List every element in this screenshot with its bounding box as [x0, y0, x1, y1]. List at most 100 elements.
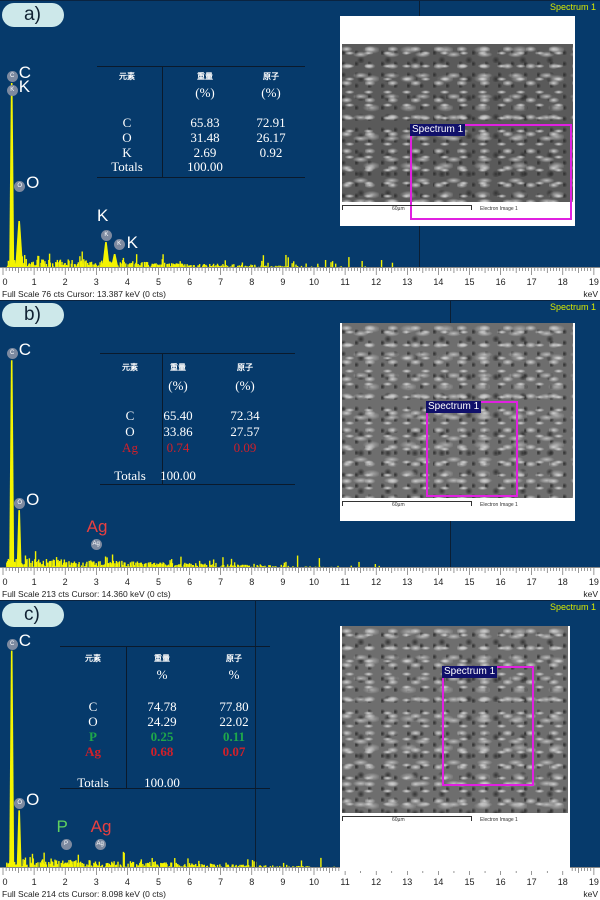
axis-ticks — [2, 568, 595, 575]
spectrum-noise-bar — [111, 861, 113, 869]
spectrum-noise-bar — [23, 859, 26, 869]
table-cell-element: C — [122, 115, 132, 130]
peak-label-o: O — [26, 173, 40, 192]
spectrum-noise-bar — [6, 562, 8, 569]
spectrum-noise-bar — [58, 562, 60, 569]
spectrum-noise-bar — [51, 263, 54, 269]
spectrum-noise-bar — [78, 562, 80, 569]
spectrum-noise-bar — [94, 263, 97, 269]
x-tick-label: 12 — [371, 877, 382, 887]
totals-value: 100.00 — [187, 159, 223, 174]
x-tick-label: 19 — [588, 877, 599, 887]
spectrum-noise-bar — [111, 554, 114, 569]
spectrum-noise-bar — [180, 263, 182, 269]
spectrum-noise-bar — [175, 263, 178, 269]
totals-label: Totals — [111, 159, 143, 174]
peak-label-c: C — [18, 630, 31, 650]
spectrum-noise-bar — [247, 859, 249, 869]
spectrum-noise-bar — [296, 555, 299, 569]
spectrum-noise-bar — [204, 563, 206, 569]
spectrum-noise-bar — [131, 263, 133, 269]
table-cell-atomic: 0.07 — [222, 744, 246, 759]
spectrum-noise-bar — [212, 263, 215, 269]
spectrum-noise-bar — [156, 864, 159, 869]
x-tick-label: 11 — [340, 577, 350, 587]
spectrum-noise-bar — [49, 560, 52, 569]
spectrum-noise-bar — [77, 854, 80, 869]
spectrum-noise-bar — [170, 559, 173, 569]
spectrum-peak-k — [101, 242, 110, 269]
spectrum-noise-bar — [132, 261, 134, 269]
spectrum-noise-bar — [48, 862, 50, 869]
table-cell-atomic: 22.02 — [219, 714, 249, 729]
spectrum-noise-bar — [72, 861, 74, 869]
spectrum-noise-bar — [129, 264, 132, 269]
spectrum-noise-bar — [108, 863, 111, 869]
spectrum-noise-bar — [195, 863, 197, 869]
spectrum-noise-bar — [31, 263, 34, 269]
spectrum-noise-bar — [99, 561, 101, 569]
spectrum-noise-bar — [142, 863, 144, 869]
spectrum-noise-bar — [68, 260, 70, 269]
x-axis-unit: keV — [583, 589, 598, 599]
spectrum-noise-bar — [51, 560, 53, 569]
table-cell-weight: 74.78 — [147, 699, 177, 714]
energy-axis: 0 1 2 3 4 5 6 7 8 9 10 11 12 13 14 15 16 17 18 19 Full Scale… — [0, 867, 600, 900]
panel-label: b) — [2, 303, 64, 327]
electron-image: Spectrum 1 60µm Electron Image 1 — [340, 16, 575, 226]
spectrum-noise-bar — [162, 562, 164, 569]
spectrum-noise-bar — [84, 261, 87, 269]
spectrum-region-box[interactable]: Spectrum 1 — [426, 401, 518, 497]
spectrum-noise-bar — [177, 864, 179, 869]
spectrum-noise-bar — [293, 261, 295, 269]
table-header: 重量 — [170, 363, 186, 372]
spectrum-region-box[interactable]: Spectrum 1 — [442, 666, 534, 786]
spectrum-noise-bar — [104, 564, 106, 569]
spectrum-noise-bar — [155, 263, 157, 269]
spectrum-noise-bar — [51, 861, 53, 869]
spectrum-noise-bar — [149, 564, 151, 569]
spectrum-noise-bar — [99, 262, 101, 269]
spectrum-noise-bar — [183, 564, 185, 569]
spectrum-noise-bar — [348, 257, 350, 269]
spectrum-noise-bar — [162, 863, 164, 869]
spectrum-noise-bar — [79, 861, 82, 869]
spectrum-noise-bar — [79, 261, 82, 269]
peak-label-k: K — [18, 77, 31, 96]
spectrum-noise-bar — [186, 563, 188, 569]
spectrum-noise-bar — [163, 262, 166, 269]
x-tick-label: 13 — [402, 877, 413, 887]
table-header: 重量 — [197, 72, 213, 81]
peak-label-o: O — [26, 790, 40, 810]
spectrum-noise-bar — [176, 864, 178, 869]
table-cell-atomic: 27.57 — [230, 424, 260, 439]
peak-label-k: K — [96, 206, 109, 225]
spectrum-noise-bar — [70, 562, 73, 569]
spectrum-noise-bar — [331, 261, 334, 269]
spectrum-noise-bar — [156, 264, 159, 269]
spectrum-noise-bar — [160, 562, 162, 569]
spectrum-noise-bar — [155, 864, 157, 869]
spectrum-noise-bar — [109, 261, 111, 269]
cursor-line[interactable] — [254, 601, 256, 869]
spectrum-region-box[interactable]: Spectrum 1 — [410, 124, 572, 220]
table-cell-element: Ag — [122, 440, 138, 455]
spectrum-title: Spectrum 1 — [549, 2, 596, 12]
spectrum-noise-bar — [39, 862, 41, 869]
scale-bar — [342, 205, 472, 210]
spectrum-noise-bar — [181, 263, 184, 269]
spectrum-noise-bar — [117, 562, 119, 569]
status-text: Full Scale 214 cts Cursor: 8.098 keV (0 … — [2, 889, 166, 899]
spectrum-noise-bar — [174, 264, 176, 269]
x-tick-label: 11 — [340, 877, 350, 887]
spectrum-noise-bar — [83, 863, 85, 869]
spectrum-noise-bar — [41, 859, 44, 869]
x-tick-label: 17 — [526, 877, 537, 887]
spectrum-noise-bar — [76, 862, 79, 869]
x-tick-label: 17 — [526, 577, 537, 587]
table-cell-atomic: 0.09 — [233, 440, 257, 455]
spectrum-noise-bar — [149, 562, 152, 569]
spectrum-noise-bar — [14, 562, 17, 569]
x-tick-label: 13 — [402, 577, 413, 587]
electron-image: Spectrum 1 60µm Electron Image 1 — [340, 323, 575, 521]
